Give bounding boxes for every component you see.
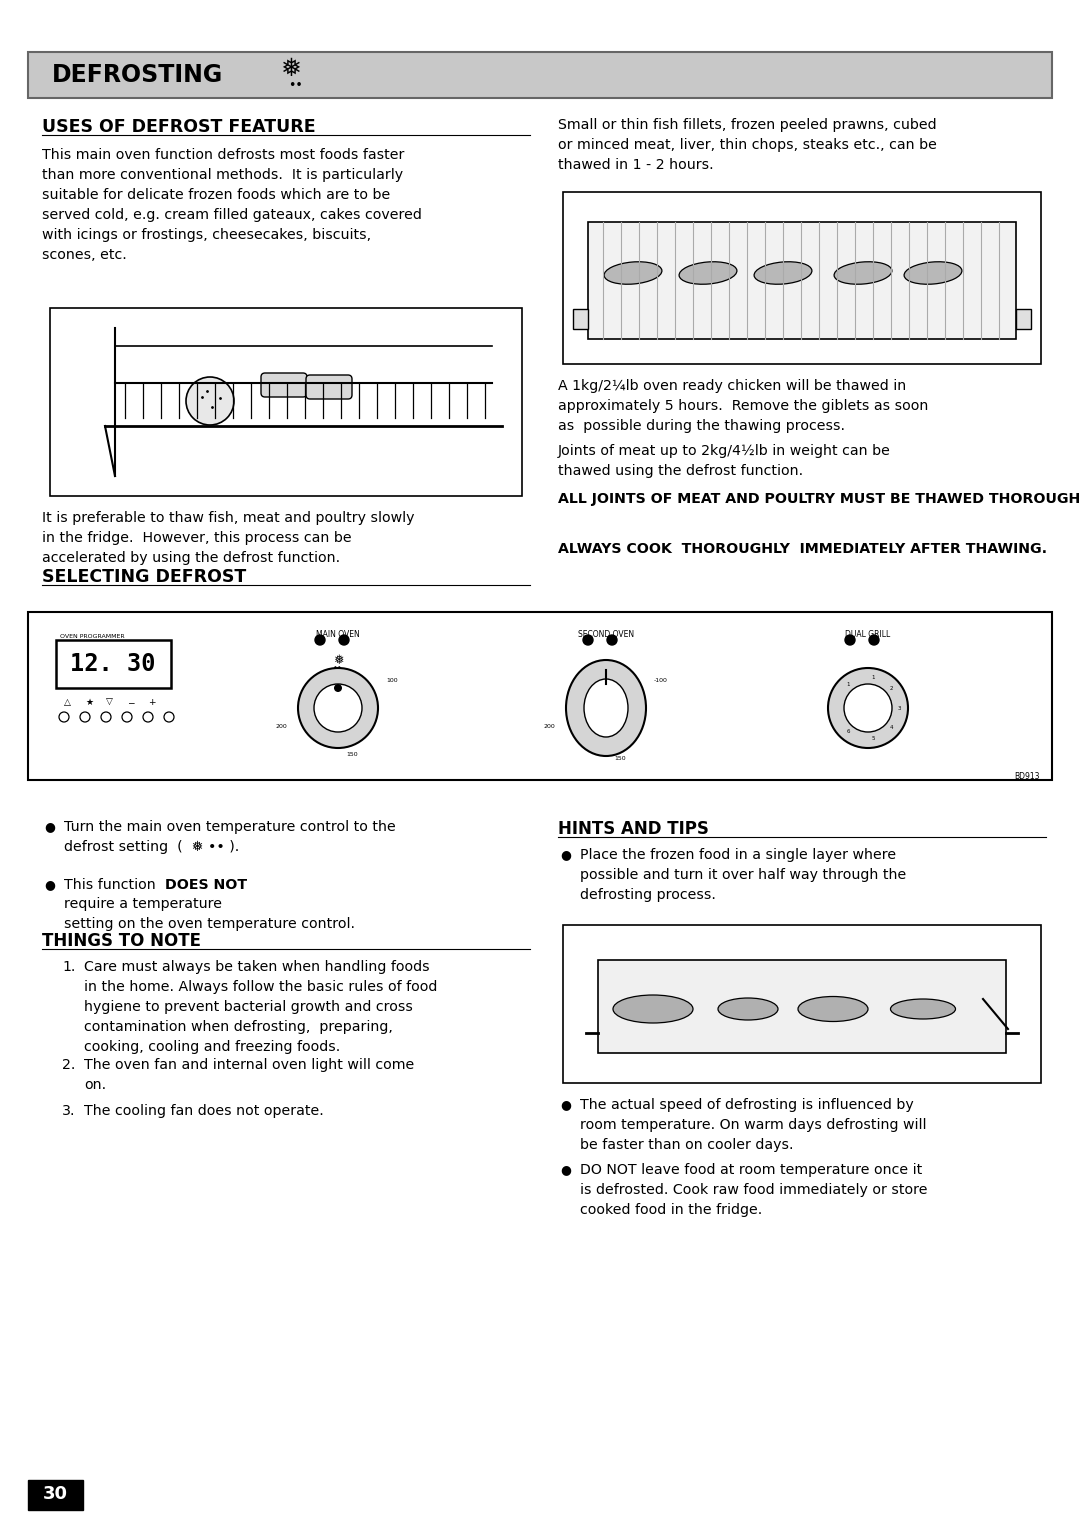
Text: 6: 6 — [847, 729, 850, 735]
Text: 2.: 2. — [62, 1057, 76, 1073]
Bar — [573, 309, 588, 329]
Text: Care must always be taken when handling foods
in the home. Always follow the bas: Care must always be taken when handling … — [84, 960, 437, 1054]
Text: A 1kg/2¼lb oven ready chicken will be thawed in
approximately 5 hours.  Remove t: A 1kg/2¼lb oven ready chicken will be th… — [558, 379, 929, 432]
FancyBboxPatch shape — [261, 373, 307, 397]
Text: DOES NOT: DOES NOT — [165, 879, 247, 892]
Bar — [588, 222, 1016, 339]
Text: 2: 2 — [890, 686, 893, 691]
Text: Small or thin fish fillets, frozen peeled prawns, cubed
or minced meat, liver, t: Small or thin fish fillets, frozen peele… — [558, 118, 936, 173]
Text: 150: 150 — [615, 755, 625, 761]
Text: ALL JOINTS OF MEAT AND POULTRY MUST BE THAWED THOROUGHLY BEFORE COOKING.: ALL JOINTS OF MEAT AND POULTRY MUST BE T… — [558, 492, 1080, 506]
Text: 1: 1 — [847, 681, 850, 686]
Text: ●: ● — [561, 848, 571, 860]
Ellipse shape — [604, 261, 662, 284]
Bar — [563, 924, 1041, 1083]
Ellipse shape — [798, 996, 868, 1022]
Circle shape — [315, 636, 325, 645]
Text: SELECTING DEFROST: SELECTING DEFROST — [42, 568, 246, 587]
Bar — [563, 193, 1041, 364]
Text: +: + — [148, 698, 156, 707]
Text: SECOND OVEN: SECOND OVEN — [578, 630, 634, 639]
Text: 200: 200 — [544, 723, 556, 729]
Text: ••: •• — [288, 78, 302, 92]
Text: ●: ● — [561, 1163, 571, 1177]
Circle shape — [298, 668, 378, 749]
Bar — [1016, 309, 1031, 329]
Circle shape — [869, 636, 879, 645]
Text: USES OF DEFROST FEATURE: USES OF DEFROST FEATURE — [42, 118, 315, 136]
Ellipse shape — [566, 660, 646, 756]
Text: ●: ● — [44, 821, 55, 833]
Text: 5: 5 — [872, 736, 875, 741]
Circle shape — [314, 685, 362, 732]
Bar — [50, 309, 522, 497]
Text: 12. 30: 12. 30 — [70, 652, 156, 675]
Ellipse shape — [584, 678, 627, 736]
Text: The oven fan and internal oven light will come
on.: The oven fan and internal oven light wil… — [84, 1057, 415, 1093]
Text: require a temperature
setting on the oven temperature control.: require a temperature setting on the ove… — [64, 897, 355, 931]
Text: It is preferable to thaw fish, meat and poultry slowly
in the fridge.  However, : It is preferable to thaw fish, meat and … — [42, 510, 415, 565]
Text: ❅: ❅ — [280, 57, 301, 81]
Text: ●: ● — [44, 879, 55, 891]
Text: ▽: ▽ — [106, 698, 113, 707]
Bar — [56, 640, 171, 688]
Text: ALWAYS COOK  THOROUGHLY  IMMEDIATELY AFTER THAWING.: ALWAYS COOK THOROUGHLY IMMEDIATELY AFTER… — [558, 542, 1048, 556]
Circle shape — [583, 636, 593, 645]
Circle shape — [339, 636, 349, 645]
Bar — [28, 52, 1052, 98]
FancyBboxPatch shape — [306, 374, 352, 399]
Circle shape — [334, 685, 342, 692]
Circle shape — [607, 636, 617, 645]
Text: 100: 100 — [386, 677, 397, 683]
Text: DUAL GRILL: DUAL GRILL — [846, 630, 891, 639]
Bar — [28, 1481, 83, 1510]
Text: The actual speed of defrosting is influenced by
room temperature. On warm days d: The actual speed of defrosting is influe… — [580, 1099, 927, 1152]
Text: -100: -100 — [654, 677, 667, 683]
Text: 150: 150 — [346, 752, 357, 756]
Text: This function: This function — [64, 879, 160, 892]
Bar — [598, 960, 1005, 1053]
Text: 3.: 3. — [62, 1105, 76, 1118]
Ellipse shape — [679, 261, 737, 284]
Text: 1: 1 — [872, 675, 875, 680]
Text: −: − — [127, 698, 135, 707]
Ellipse shape — [754, 261, 812, 284]
Circle shape — [828, 668, 908, 749]
Text: The cooling fan does not operate.: The cooling fan does not operate. — [84, 1105, 324, 1118]
Text: 200: 200 — [276, 723, 287, 729]
Text: Joints of meat up to 2kg/4½lb in weight can be
thawed using the defrost function: Joints of meat up to 2kg/4½lb in weight … — [558, 445, 891, 478]
Text: BD913: BD913 — [1014, 772, 1040, 781]
Ellipse shape — [718, 998, 778, 1021]
Bar — [28, 613, 1052, 779]
Text: DEFROSTING: DEFROSTING — [52, 63, 224, 87]
Text: THINGS TO NOTE: THINGS TO NOTE — [42, 932, 201, 950]
Text: ••: •• — [333, 665, 342, 672]
Text: This main oven function defrosts most foods faster
than more conventional method: This main oven function defrosts most fo… — [42, 148, 422, 263]
Circle shape — [843, 685, 892, 732]
Ellipse shape — [613, 995, 693, 1024]
Ellipse shape — [891, 999, 956, 1019]
Text: ❅: ❅ — [333, 654, 343, 668]
Text: ●: ● — [561, 1099, 571, 1111]
Text: Turn the main oven temperature control to the
defrost setting  (  ❅ •• ).: Turn the main oven temperature control t… — [64, 821, 395, 854]
Circle shape — [186, 377, 234, 425]
Text: MAIN OVEN: MAIN OVEN — [316, 630, 360, 639]
Text: 3: 3 — [897, 706, 901, 711]
Text: 1.: 1. — [62, 960, 76, 973]
Text: 4: 4 — [890, 726, 893, 730]
Text: OVEN PROGRAMMER: OVEN PROGRAMMER — [60, 634, 124, 639]
Ellipse shape — [834, 261, 892, 284]
Ellipse shape — [904, 261, 962, 284]
Text: ★: ★ — [85, 698, 93, 707]
Text: △: △ — [64, 698, 71, 707]
Text: 30: 30 — [42, 1485, 67, 1504]
Text: DO NOT leave food at room temperature once it
is defrosted. Cook raw food immedi: DO NOT leave food at room temperature on… — [580, 1163, 928, 1218]
Text: HINTS AND TIPS: HINTS AND TIPS — [558, 821, 708, 837]
Circle shape — [845, 636, 855, 645]
Text: Place the frozen food in a single layer where
possible and turn it over half way: Place the frozen food in a single layer … — [580, 848, 906, 902]
